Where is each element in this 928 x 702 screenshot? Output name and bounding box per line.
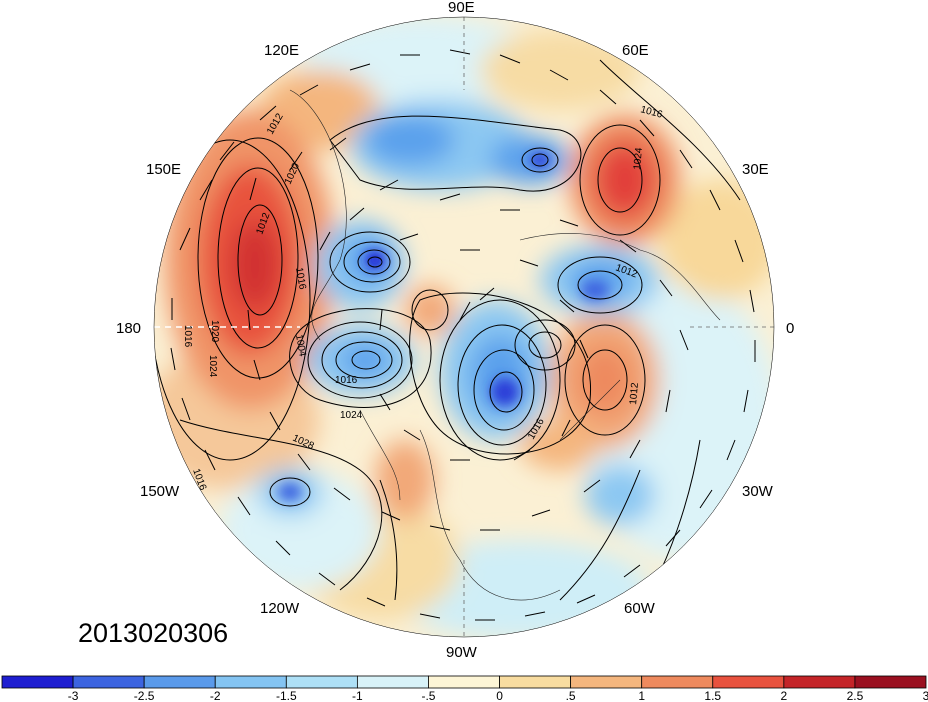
anomaly-field: 1012 1016 1020 1024 1012 1016 1016 1020 … xyxy=(154,17,774,637)
contour-label: 1024 xyxy=(632,147,645,171)
colorbar-swatch xyxy=(641,675,714,689)
colorbar-label: -3 xyxy=(68,689,79,702)
colorbar-swatch xyxy=(285,675,358,689)
contour-label: 1024 xyxy=(340,410,363,421)
colorbar-swatch xyxy=(356,675,429,689)
lon-label-180: 180 xyxy=(116,320,141,337)
colorbar-label: 0 xyxy=(496,689,503,702)
colorbar-label: 1 xyxy=(638,689,645,702)
contour-label: 1016 xyxy=(182,325,193,348)
lon-label-60w: 60W xyxy=(624,600,656,617)
lon-label-120e: 120E xyxy=(264,42,299,59)
lon-label-150e: 150E xyxy=(146,161,181,178)
longitude-labels: 90E 60E 30E 0 30W 60W 90W 120W 150W 180 … xyxy=(116,0,794,661)
graticule xyxy=(463,17,774,637)
contour-label: 1024 xyxy=(207,355,218,378)
contour-label: 1016 xyxy=(293,267,308,291)
contour-label: 1004 xyxy=(293,334,308,358)
contour-label: 1016 xyxy=(335,375,358,386)
coastlines xyxy=(289,89,721,601)
lon-label-30w: 30W xyxy=(742,483,774,500)
colorbar-swatch xyxy=(854,675,927,689)
colorbar-label: 2 xyxy=(781,689,788,702)
colorbar-label: -.5 xyxy=(421,689,435,702)
colorbar-swatch xyxy=(214,675,287,689)
colorbar-label: 3 xyxy=(923,689,928,702)
colorbar-label: -1.5 xyxy=(276,689,297,702)
colorbar-label: -2 xyxy=(210,689,221,702)
lon-label-30e: 30E xyxy=(742,161,769,178)
lon-label-120w: 120W xyxy=(260,600,300,617)
colorbar-label: -1 xyxy=(352,689,363,702)
map-boundary xyxy=(153,16,775,638)
pressure-contours xyxy=(154,59,741,611)
colorbar-label: 1.5 xyxy=(704,689,721,702)
lon-label-150w: 150W xyxy=(140,483,180,500)
colorbar-swatch xyxy=(428,675,500,689)
contour-label: 1012 xyxy=(628,382,641,406)
colorbar-swatch xyxy=(1,675,74,689)
colorbar-swatch xyxy=(499,675,572,689)
contour-label: 1020 xyxy=(209,320,220,343)
colorbar-swatch xyxy=(570,675,643,689)
colorbar-swatch xyxy=(783,675,856,689)
colorbar-label: 2.5 xyxy=(847,689,864,702)
lon-label-90w: 90W xyxy=(446,644,478,661)
colorbar: -3 -2.5 -2 -1.5 -1 -.5 0 .5 1 1.5 2 2.5 3 xyxy=(1,675,928,702)
lon-label-60e: 60E xyxy=(622,42,649,59)
colorbar-label: -2.5 xyxy=(134,689,155,702)
colorbar-swatch xyxy=(72,675,145,689)
lon-label-90e: 90E xyxy=(448,0,475,16)
wind-barbs xyxy=(170,49,756,621)
lon-label-0: 0 xyxy=(786,320,794,337)
colorbar-swatch xyxy=(143,675,216,689)
colorbar-label: .5 xyxy=(566,689,576,702)
timestamp: 2013020306 xyxy=(78,618,229,648)
colorbar-swatch xyxy=(712,675,785,689)
